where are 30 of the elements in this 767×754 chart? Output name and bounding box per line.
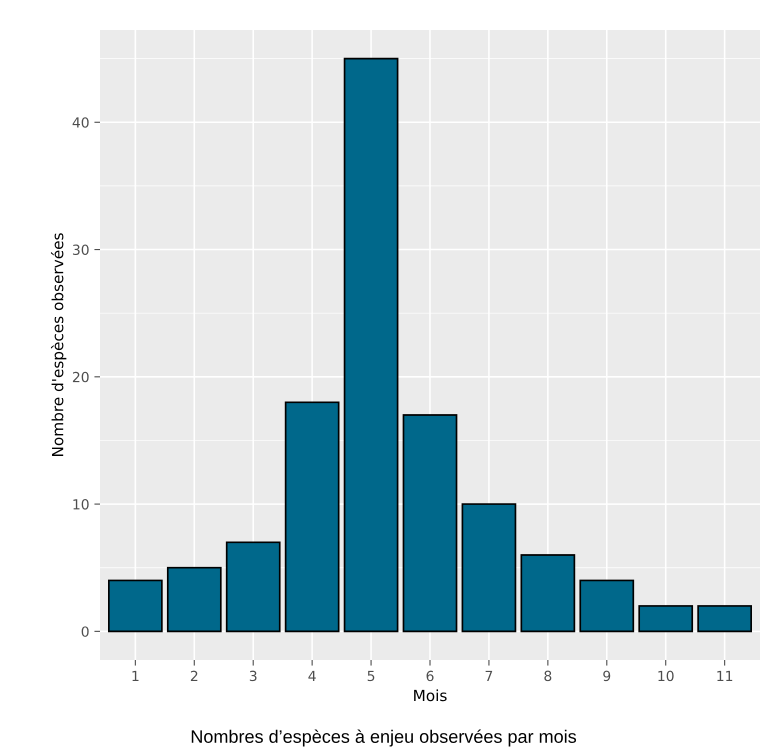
x-tick-label: 7	[486, 670, 492, 681]
x-tick-label: 5	[368, 670, 374, 682]
y-tick-label: 40	[72, 117, 89, 128]
x-tick-label: 9	[603, 670, 610, 682]
bar	[402, 414, 458, 632]
bar	[520, 554, 576, 632]
y-tick-label: 10	[73, 499, 89, 510]
bar	[166, 566, 222, 632]
y-tick-label: 20	[72, 372, 89, 382]
bar	[462, 503, 516, 632]
x-tick-label: 1	[132, 670, 138, 681]
x-axis-title: Mois	[414, 689, 447, 702]
y-tick-label: 0	[82, 626, 89, 637]
x-tick-label: 10	[658, 670, 674, 682]
x-tick-label: 4	[308, 670, 316, 681]
bar	[226, 541, 281, 632]
y-axis-title: Nombre d'espèces observées	[50, 233, 66, 456]
bar	[284, 401, 340, 632]
y-tick-label: 30	[72, 244, 89, 256]
x-tick-label: 3	[250, 670, 257, 682]
bar	[638, 605, 694, 632]
bar	[108, 580, 163, 632]
x-tick-label: 2	[190, 670, 198, 681]
x-tick-label: 6	[426, 670, 434, 682]
bar	[344, 58, 398, 632]
text: Nombres d’espèces à enjeu observées par mois	[192, 729, 576, 747]
x-tick-label: 8	[544, 670, 552, 682]
x-tick-label: 11	[717, 670, 732, 681]
bar	[697, 605, 752, 632]
bar	[579, 580, 634, 632]
